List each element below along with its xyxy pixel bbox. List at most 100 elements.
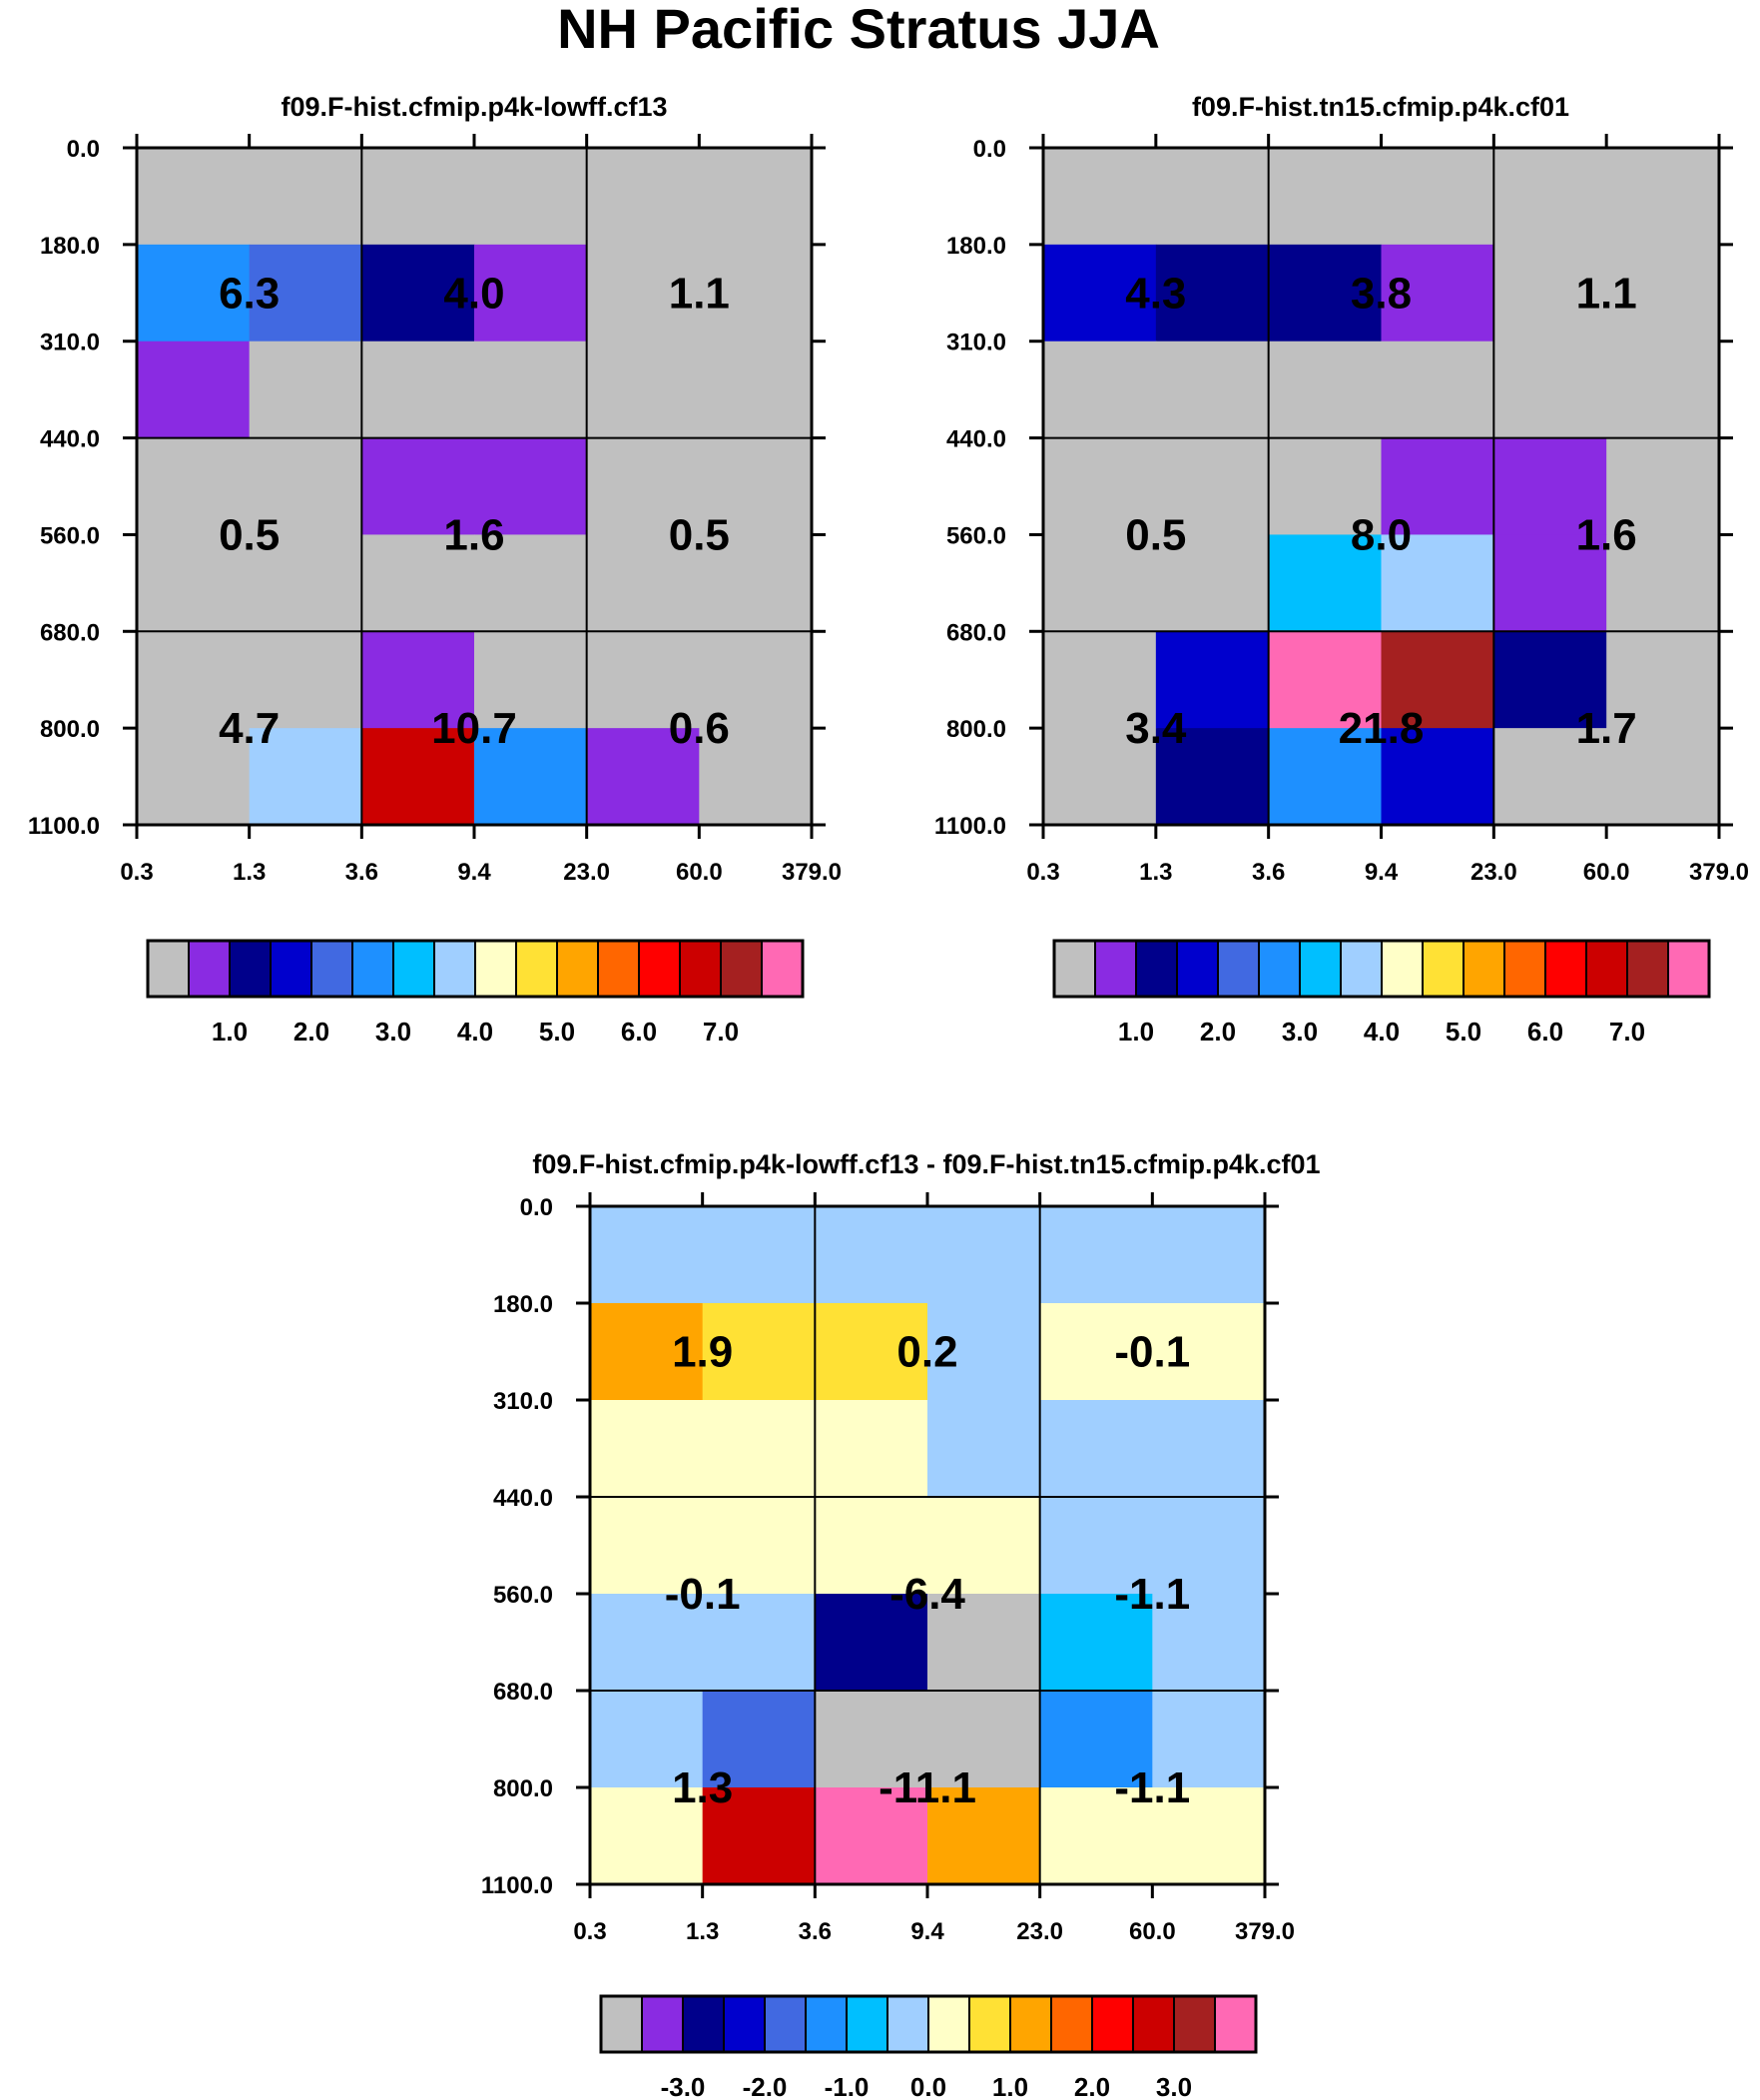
colorbar-swatch [1094,940,1137,998]
colorbar-swatch [720,940,763,998]
colorbar-swatch [805,1995,848,2053]
heatmap-cell [1268,437,1383,536]
cell-value-label: 21.8 [1339,704,1425,753]
cell-value-label: 1.9 [672,1328,733,1377]
colorbar-label: 7.0 [703,1017,739,1047]
y-tick-label: 1100.0 [934,813,1006,840]
heatmap-cell [586,437,700,536]
colorbar-swatch [1626,940,1669,998]
y-tick-label: 560.0 [493,1582,553,1609]
heatmap-cell [249,148,362,246]
heatmap-cell [699,437,813,536]
heatmap-cell [137,728,251,826]
cell-value-label: 3.4 [1125,704,1187,753]
heatmap-cell [590,1400,704,1498]
colorbar-swatch [600,1995,643,2053]
colorbar-swatch [761,940,804,998]
heatmap-cell [1043,437,1157,536]
y-tick-label: 440.0 [493,1485,553,1512]
heatmap-cell [1039,1497,1153,1595]
heatmap-cell [815,1594,928,1692]
axes: 0.0 180.0 310.0 440.0 560.0 680.0 800.0 1100.0 0… [934,134,1749,886]
heatmap-cell [1606,244,1720,343]
heatmap-cell [1268,534,1383,632]
colorbar-swatch [1463,940,1505,998]
heatmap-cell [699,244,813,343]
y-tick-label: 1100.0 [28,813,100,840]
colorbar-label: 6.0 [621,1017,657,1047]
heatmap-cell [702,1400,816,1498]
heatmap-cell [1381,341,1494,439]
axes: 0.0 180.0 310.0 440.0 560.0 680.0 800.0 1100.0 0… [28,134,842,886]
colorbar-swatch [1135,940,1178,998]
colorbar-swatch [556,940,599,998]
x-tick-label: 3.6 [799,1918,832,1945]
heatmap-cell [474,437,588,536]
heatmap-cell [1606,631,1720,729]
x-tick-label: 23.0 [1016,1918,1063,1945]
heatmap-cell [702,1594,816,1692]
cell-value-label: 4.3 [1125,269,1186,318]
colorbar-swatch [1217,940,1260,998]
heatmap-cell [1039,1303,1153,1401]
x-tick-label: 23.0 [1470,859,1517,886]
cell-value-label: 1.1 [669,269,730,318]
heatmap-cell [249,534,362,632]
panel-top-right: f09.F-hist.tn15.cfmip.p4k.cf01 4.3 3.8 1.1… [934,92,1749,1047]
heatmap-cell [249,728,362,826]
heatmap-cell [699,534,813,632]
heatmap-cell [1152,1787,1266,1885]
colorbar-swatch [1091,1995,1134,2053]
y-tick-label: 680.0 [493,1679,553,1706]
heatmap-cell [586,534,700,632]
heatmap-cell [1039,1787,1153,1885]
colorbar-swatch [968,1995,1011,2053]
y-tick-label: 560.0 [40,522,100,549]
heatmap-cell [927,1787,1041,1885]
colorbar-swatch [1667,940,1710,998]
cell-value-label: 0.5 [1125,510,1186,559]
heatmap-cell [1152,1691,1266,1788]
heatmap-cell [927,1594,1041,1692]
heatmap-cell [1155,244,1270,343]
colorbar-swatch [641,1995,684,2053]
cell-value-label: -1.1 [1114,1763,1190,1812]
colorbar-swatch [886,1995,929,2053]
heatmap-cell [361,341,475,439]
block-value-labels: 4.3 3.8 1.1 0.5 8.0 1.6 3.4 21.8 1.7 [1125,269,1637,753]
cell-value-label: 1.6 [443,510,504,559]
cell-value-label: 0.6 [669,704,730,753]
heatmap-cell [927,1303,1041,1401]
cell-value-label: 0.5 [219,510,280,559]
heatmap-cell [702,1206,816,1304]
cell-value-label: 1.7 [1576,704,1637,753]
colorbar-label: 4.0 [457,1017,493,1047]
heatmap-cell [702,1303,816,1401]
x-tick-label: 0.3 [1026,859,1059,886]
x-tick-label: 3.6 [345,859,378,886]
cell-value-label: 0.2 [896,1328,957,1377]
y-tick-label: 800.0 [493,1775,553,1802]
heatmap-cell [1493,148,1607,246]
colorbar-swatch [1422,940,1465,998]
cell-value-label: 10.7 [431,704,517,753]
y-tick-label: 0.0 [67,136,100,163]
colorbar-swatch [147,940,190,998]
colorbar-label: -2.0 [743,2072,788,2100]
heatmap-cell [1043,148,1157,246]
block-value-labels: 1.9 0.2 -0.1 -0.1 -6.4 -1.1 1.3 -11.1 -1.1 [665,1328,1190,1813]
x-tick-label: 9.4 [1365,859,1399,886]
heatmap-cell [361,437,475,536]
colorbar-label: 3.0 [1156,2072,1192,2100]
heatmap-cell [1268,148,1383,246]
colorbar-label: 3.0 [375,1017,411,1047]
colorbar-swatch [474,940,517,998]
cell-value-label: 1.3 [672,1763,733,1812]
heatmap-cell [1381,728,1494,826]
heatmap-cell [815,1691,928,1788]
heatmap-cell [1043,341,1157,439]
y-tick-label: 560.0 [946,522,1006,549]
heatmap-cell [699,341,813,439]
heatmap-cell [702,1691,816,1788]
panel-top-left: f09.F-hist.cfmip.p4k-lowff.cf13 6.3 4.0 1.… [28,92,842,1047]
